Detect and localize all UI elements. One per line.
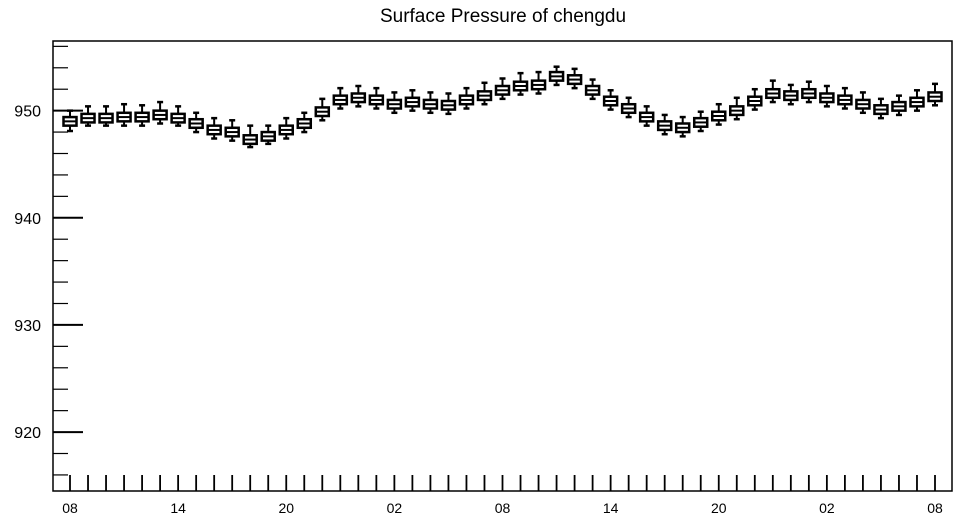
box-series xyxy=(62,65,943,149)
box xyxy=(674,115,691,138)
box xyxy=(801,80,817,104)
box xyxy=(170,105,186,127)
box xyxy=(314,97,331,122)
box xyxy=(404,89,421,112)
box xyxy=(765,79,781,104)
box xyxy=(819,84,835,108)
box xyxy=(332,86,349,110)
x-axis: 08 14 20 02 08 14 20 02 08 xyxy=(62,475,943,516)
box xyxy=(584,78,601,101)
box xyxy=(620,96,637,119)
box xyxy=(116,102,132,127)
box xyxy=(242,124,258,149)
y-tick-label: 940 xyxy=(14,211,41,228)
box xyxy=(494,77,511,101)
box xyxy=(476,81,493,106)
box xyxy=(386,91,403,115)
x-tick-label: 02 xyxy=(387,500,403,516)
box xyxy=(152,100,168,125)
box xyxy=(783,83,799,106)
y-tick-label: 930 xyxy=(14,318,41,335)
x-tick-label: 14 xyxy=(603,500,619,516)
box xyxy=(188,111,204,134)
box xyxy=(729,96,745,121)
x-tick-label: 08 xyxy=(62,500,78,516)
box xyxy=(62,109,78,133)
box xyxy=(566,67,583,90)
box xyxy=(278,116,294,140)
box xyxy=(530,70,547,95)
box xyxy=(747,87,763,111)
box xyxy=(224,119,240,142)
box xyxy=(458,86,475,110)
box xyxy=(260,124,276,146)
box xyxy=(656,113,673,136)
x-tick-label: 02 xyxy=(819,500,835,516)
box xyxy=(350,84,367,108)
box xyxy=(368,86,385,110)
box xyxy=(711,102,727,126)
box xyxy=(855,91,871,115)
box xyxy=(422,91,439,115)
y-tick-label: 950 xyxy=(14,104,41,121)
chart-title: Surface Pressure of chengdu xyxy=(380,6,626,27)
box xyxy=(80,105,96,127)
box xyxy=(440,92,457,116)
x-tick-label: 20 xyxy=(711,500,727,516)
box xyxy=(206,116,222,140)
box xyxy=(548,65,565,87)
box xyxy=(692,110,709,133)
x-tick-label: 08 xyxy=(495,500,511,516)
box xyxy=(891,94,907,117)
x-tick-label: 14 xyxy=(170,500,186,516)
box xyxy=(512,71,529,96)
box xyxy=(873,97,889,120)
box xyxy=(909,89,925,112)
box xyxy=(927,82,943,107)
box xyxy=(638,105,655,127)
x-tick-label: 20 xyxy=(278,500,294,516)
box xyxy=(837,86,853,110)
box xyxy=(98,105,114,127)
plot-frame xyxy=(52,40,953,492)
box xyxy=(296,111,313,134)
box xyxy=(134,104,150,127)
y-tick-label: 920 xyxy=(14,425,41,442)
x-tick-label: 08 xyxy=(927,500,943,516)
box xyxy=(602,89,619,111)
